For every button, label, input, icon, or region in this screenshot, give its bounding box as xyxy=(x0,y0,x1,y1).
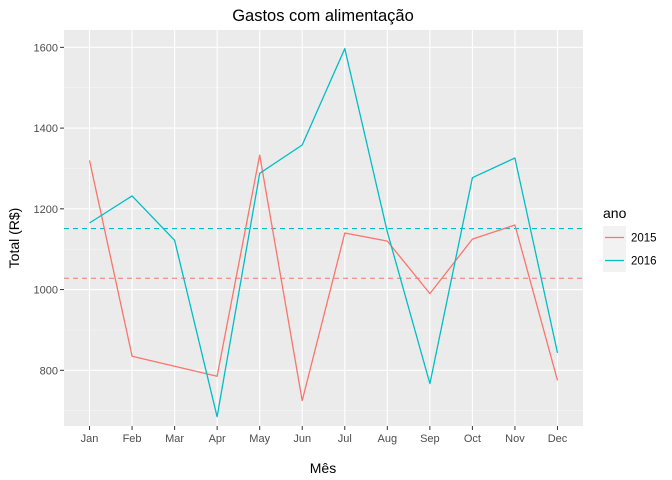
legend-items: 2015 2016 xyxy=(603,226,657,272)
legend-label-2015: 2015 xyxy=(631,233,657,245)
y-tick-label: 1600 xyxy=(34,42,58,54)
y-tick-label: 1400 xyxy=(34,123,58,135)
x-tick-label: Jul xyxy=(338,433,352,445)
x-axis: Jan Feb Mar Apr May Jun Jul Aug Sep Oct Nov Dec xyxy=(81,426,568,445)
x-tick-label: Oct xyxy=(464,433,481,445)
y-tick-label: 1200 xyxy=(34,204,58,216)
x-tick-label: Apr xyxy=(209,433,226,445)
x-tick-label: Aug xyxy=(378,433,398,445)
chart-title: Gastos com alimentação xyxy=(232,7,414,25)
series-line-2015 xyxy=(88,154,559,402)
x-tick-label: Mar xyxy=(165,433,184,445)
y-axis-title: Total (R$) xyxy=(6,208,22,269)
x-axis-title: Mês xyxy=(310,460,336,476)
legend-title: ano xyxy=(603,205,627,221)
y-tick-label: 800 xyxy=(40,365,58,377)
x-tick-label: Nov xyxy=(505,433,525,445)
mean-lines xyxy=(64,228,583,279)
major-gridlines xyxy=(64,30,583,426)
y-tick-label: 1000 xyxy=(34,285,58,297)
legend-label-2016: 2016 xyxy=(631,256,657,268)
x-tick-label: May xyxy=(249,433,270,445)
x-tick-label: Feb xyxy=(123,433,142,445)
series-line-2016 xyxy=(89,47,559,418)
y-axis: 800 1000 1200 1400 1600 xyxy=(34,42,64,377)
x-tick-label: Sep xyxy=(420,433,440,445)
legend: ano 2015 2016 xyxy=(603,205,657,272)
series-lines xyxy=(88,47,559,418)
minor-gridlines xyxy=(64,87,583,411)
x-tick-label: Jun xyxy=(293,433,311,445)
x-tick-label: Dec xyxy=(548,433,568,445)
x-tick-label: Jan xyxy=(81,433,99,445)
